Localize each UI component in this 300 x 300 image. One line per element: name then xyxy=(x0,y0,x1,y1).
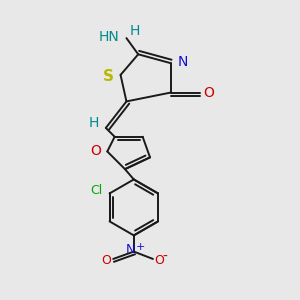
Text: +: + xyxy=(136,242,145,252)
Text: H: H xyxy=(130,24,140,38)
Text: O: O xyxy=(203,85,214,100)
Text: O: O xyxy=(154,254,164,267)
Text: S: S xyxy=(103,69,114,84)
Text: H: H xyxy=(89,116,99,130)
Text: N: N xyxy=(126,243,136,256)
Text: O: O xyxy=(90,145,101,158)
Text: Cl: Cl xyxy=(90,184,103,197)
Text: HN: HN xyxy=(98,30,119,44)
Text: O: O xyxy=(101,254,111,267)
Text: N: N xyxy=(177,55,188,69)
Text: -: - xyxy=(163,250,168,264)
